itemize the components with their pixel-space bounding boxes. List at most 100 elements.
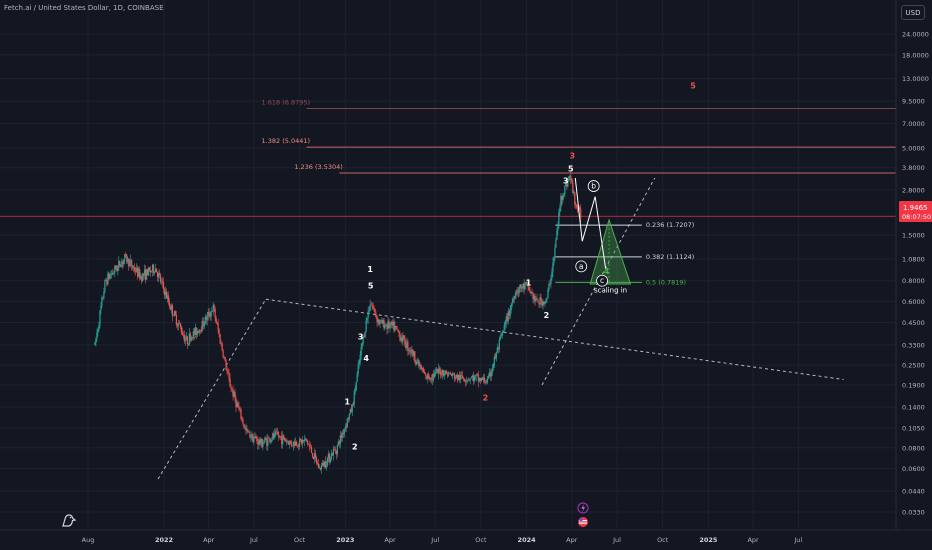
trendline[interactable] bbox=[157, 298, 267, 480]
candle-body bbox=[251, 434, 253, 438]
time-tick-label: Aug bbox=[82, 536, 95, 544]
price-tick-label: 7.0000 bbox=[902, 120, 925, 128]
time-axis[interactable]: Aug 2022 Apr Jul Oct 2023 Apr Jul Oct 2024 Apr Jul O… bbox=[0, 529, 932, 544]
candle-body bbox=[482, 377, 484, 380]
candle-body bbox=[264, 438, 266, 442]
candle-body bbox=[300, 439, 303, 444]
candle-body bbox=[556, 230, 558, 240]
candle-body bbox=[375, 314, 377, 317]
candle-body bbox=[241, 418, 243, 420]
candle-body bbox=[114, 265, 116, 273]
candle-body bbox=[246, 429, 248, 431]
candle-body bbox=[449, 372, 451, 374]
symbol-title[interactable]: Fetch.ai / United States Dollar, 1D, COI… bbox=[4, 4, 164, 12]
candle-body bbox=[540, 297, 542, 302]
price-axis[interactable]: 24.0000 18.0000 13.0000 9.5000 7.0000 5.0000 3… bbox=[895, 0, 932, 550]
candle-body bbox=[420, 365, 422, 369]
candle-body bbox=[205, 317, 207, 321]
candle-body bbox=[461, 375, 464, 379]
candle-body bbox=[104, 279, 106, 292]
last-price-badge-bg bbox=[899, 201, 932, 222]
price-tick-label: 1.5000 bbox=[902, 232, 925, 240]
candle-body bbox=[129, 261, 131, 267]
wave-label: 1 bbox=[526, 278, 532, 287]
candle-body bbox=[579, 207, 581, 210]
candle-body bbox=[436, 368, 438, 372]
candle-body bbox=[459, 375, 462, 380]
candle-body bbox=[440, 370, 442, 375]
candle-body bbox=[503, 325, 505, 331]
tradingview-logo-icon[interactable] bbox=[60, 511, 78, 529]
candle-body bbox=[569, 175, 571, 177]
wave-label: 3 bbox=[358, 333, 364, 342]
candle-body bbox=[106, 280, 108, 285]
candle-body bbox=[145, 269, 147, 280]
fib-retracement-label: 0.236 (1.7207) bbox=[646, 221, 695, 229]
time-tick-label: 2024 bbox=[518, 536, 537, 544]
price-tick-label: 1.0800 bbox=[902, 255, 925, 263]
time-tick-label: Apr bbox=[384, 536, 396, 544]
candle-body bbox=[476, 374, 479, 376]
candle-body bbox=[457, 374, 460, 381]
candle-body bbox=[483, 377, 485, 382]
candle-body bbox=[552, 263, 554, 272]
candle-body bbox=[165, 291, 168, 299]
candle-body bbox=[321, 462, 324, 466]
candle-body bbox=[109, 275, 111, 279]
candle-body bbox=[288, 441, 290, 445]
candle-body bbox=[497, 347, 499, 350]
candle-body bbox=[299, 439, 301, 447]
candle-body bbox=[315, 457, 318, 464]
event-markers[interactable] bbox=[577, 502, 589, 527]
candle-body bbox=[307, 444, 310, 445]
candle-body bbox=[406, 341, 408, 348]
candle-body bbox=[256, 438, 258, 442]
candle-body bbox=[473, 376, 476, 382]
candle-body bbox=[162, 282, 165, 289]
currency-button[interactable]: USD bbox=[901, 5, 925, 20]
candle-body bbox=[362, 336, 364, 344]
grid bbox=[0, 0, 896, 530]
candle-body bbox=[401, 337, 403, 342]
candle-body bbox=[366, 317, 368, 321]
candle-body bbox=[195, 327, 197, 336]
candle-body bbox=[130, 260, 132, 262]
candle-body bbox=[274, 432, 276, 438]
candle-body bbox=[275, 431, 277, 433]
candle-body bbox=[354, 389, 356, 392]
candle-body bbox=[396, 326, 398, 330]
candle-body bbox=[227, 371, 229, 374]
candle-body bbox=[428, 373, 430, 379]
candle-body bbox=[370, 304, 372, 306]
candle-body bbox=[213, 304, 215, 309]
candle-body bbox=[484, 381, 486, 383]
candle-body bbox=[338, 441, 340, 445]
flag-us-icon-canton bbox=[579, 518, 583, 521]
price-tick-label: 18.0000 bbox=[902, 51, 929, 59]
candle-body bbox=[502, 330, 504, 332]
candle-body bbox=[407, 341, 409, 351]
candle-body bbox=[101, 297, 103, 307]
candle-body bbox=[152, 264, 155, 274]
candle-body bbox=[138, 269, 140, 277]
candle-body bbox=[466, 379, 469, 381]
projection-zigzag[interactable] bbox=[574, 177, 607, 269]
candle-body bbox=[147, 268, 149, 276]
candle-body bbox=[151, 264, 154, 272]
time-tick-label: Apr bbox=[747, 536, 759, 544]
trendline[interactable] bbox=[265, 298, 844, 380]
candle-body bbox=[164, 291, 167, 295]
price-tick-label: 24.0000 bbox=[902, 31, 929, 39]
candle-body bbox=[260, 439, 262, 444]
candle-body bbox=[542, 301, 544, 307]
candle-body bbox=[325, 465, 328, 468]
candle-body bbox=[119, 260, 121, 267]
candle-body bbox=[314, 453, 317, 458]
scaling-zone-triangle[interactable] bbox=[589, 218, 632, 285]
candle-body bbox=[278, 434, 280, 438]
candle-body bbox=[317, 463, 320, 469]
candle-body bbox=[477, 374, 480, 382]
event-lightning-icon[interactable] bbox=[577, 502, 589, 514]
candle-body bbox=[405, 344, 407, 348]
